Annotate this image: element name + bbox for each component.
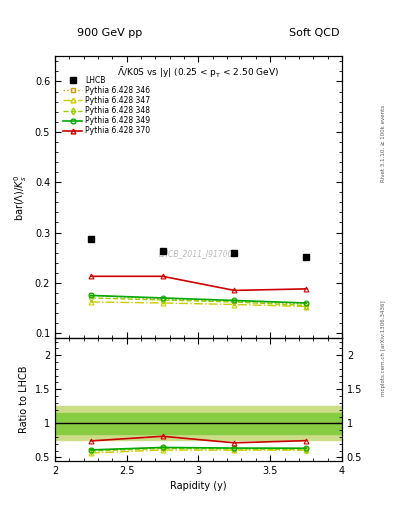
Y-axis label: bar($\Lambda$)/$K_s^0$: bar($\Lambda$)/$K_s^0$ [13,174,29,221]
Y-axis label: Ratio to LHCB: Ratio to LHCB [19,366,29,433]
Text: Soft QCD: Soft QCD [289,28,340,38]
Text: 900 GeV pp: 900 GeV pp [77,28,143,38]
X-axis label: Rapidity (y): Rapidity (y) [170,481,227,491]
Legend: LHCB, Pythia 6.428 346, Pythia 6.428 347, Pythia 6.428 348, Pythia 6.428 349, Py: LHCB, Pythia 6.428 346, Pythia 6.428 347… [62,74,152,137]
Text: $\bar{\Lambda}$/K0S vs |y| (0.25 < p$_\mathrm{T}$ < 2.50 GeV): $\bar{\Lambda}$/K0S vs |y| (0.25 < p$_\m… [118,65,279,80]
Text: Rivet 3.1.10, ≥ 100k events: Rivet 3.1.10, ≥ 100k events [381,105,386,182]
Text: LHCB_2011_I917009: LHCB_2011_I917009 [159,249,238,258]
Text: mcplots.cern.ch [arXiv:1306.3436]: mcplots.cern.ch [arXiv:1306.3436] [381,301,386,396]
